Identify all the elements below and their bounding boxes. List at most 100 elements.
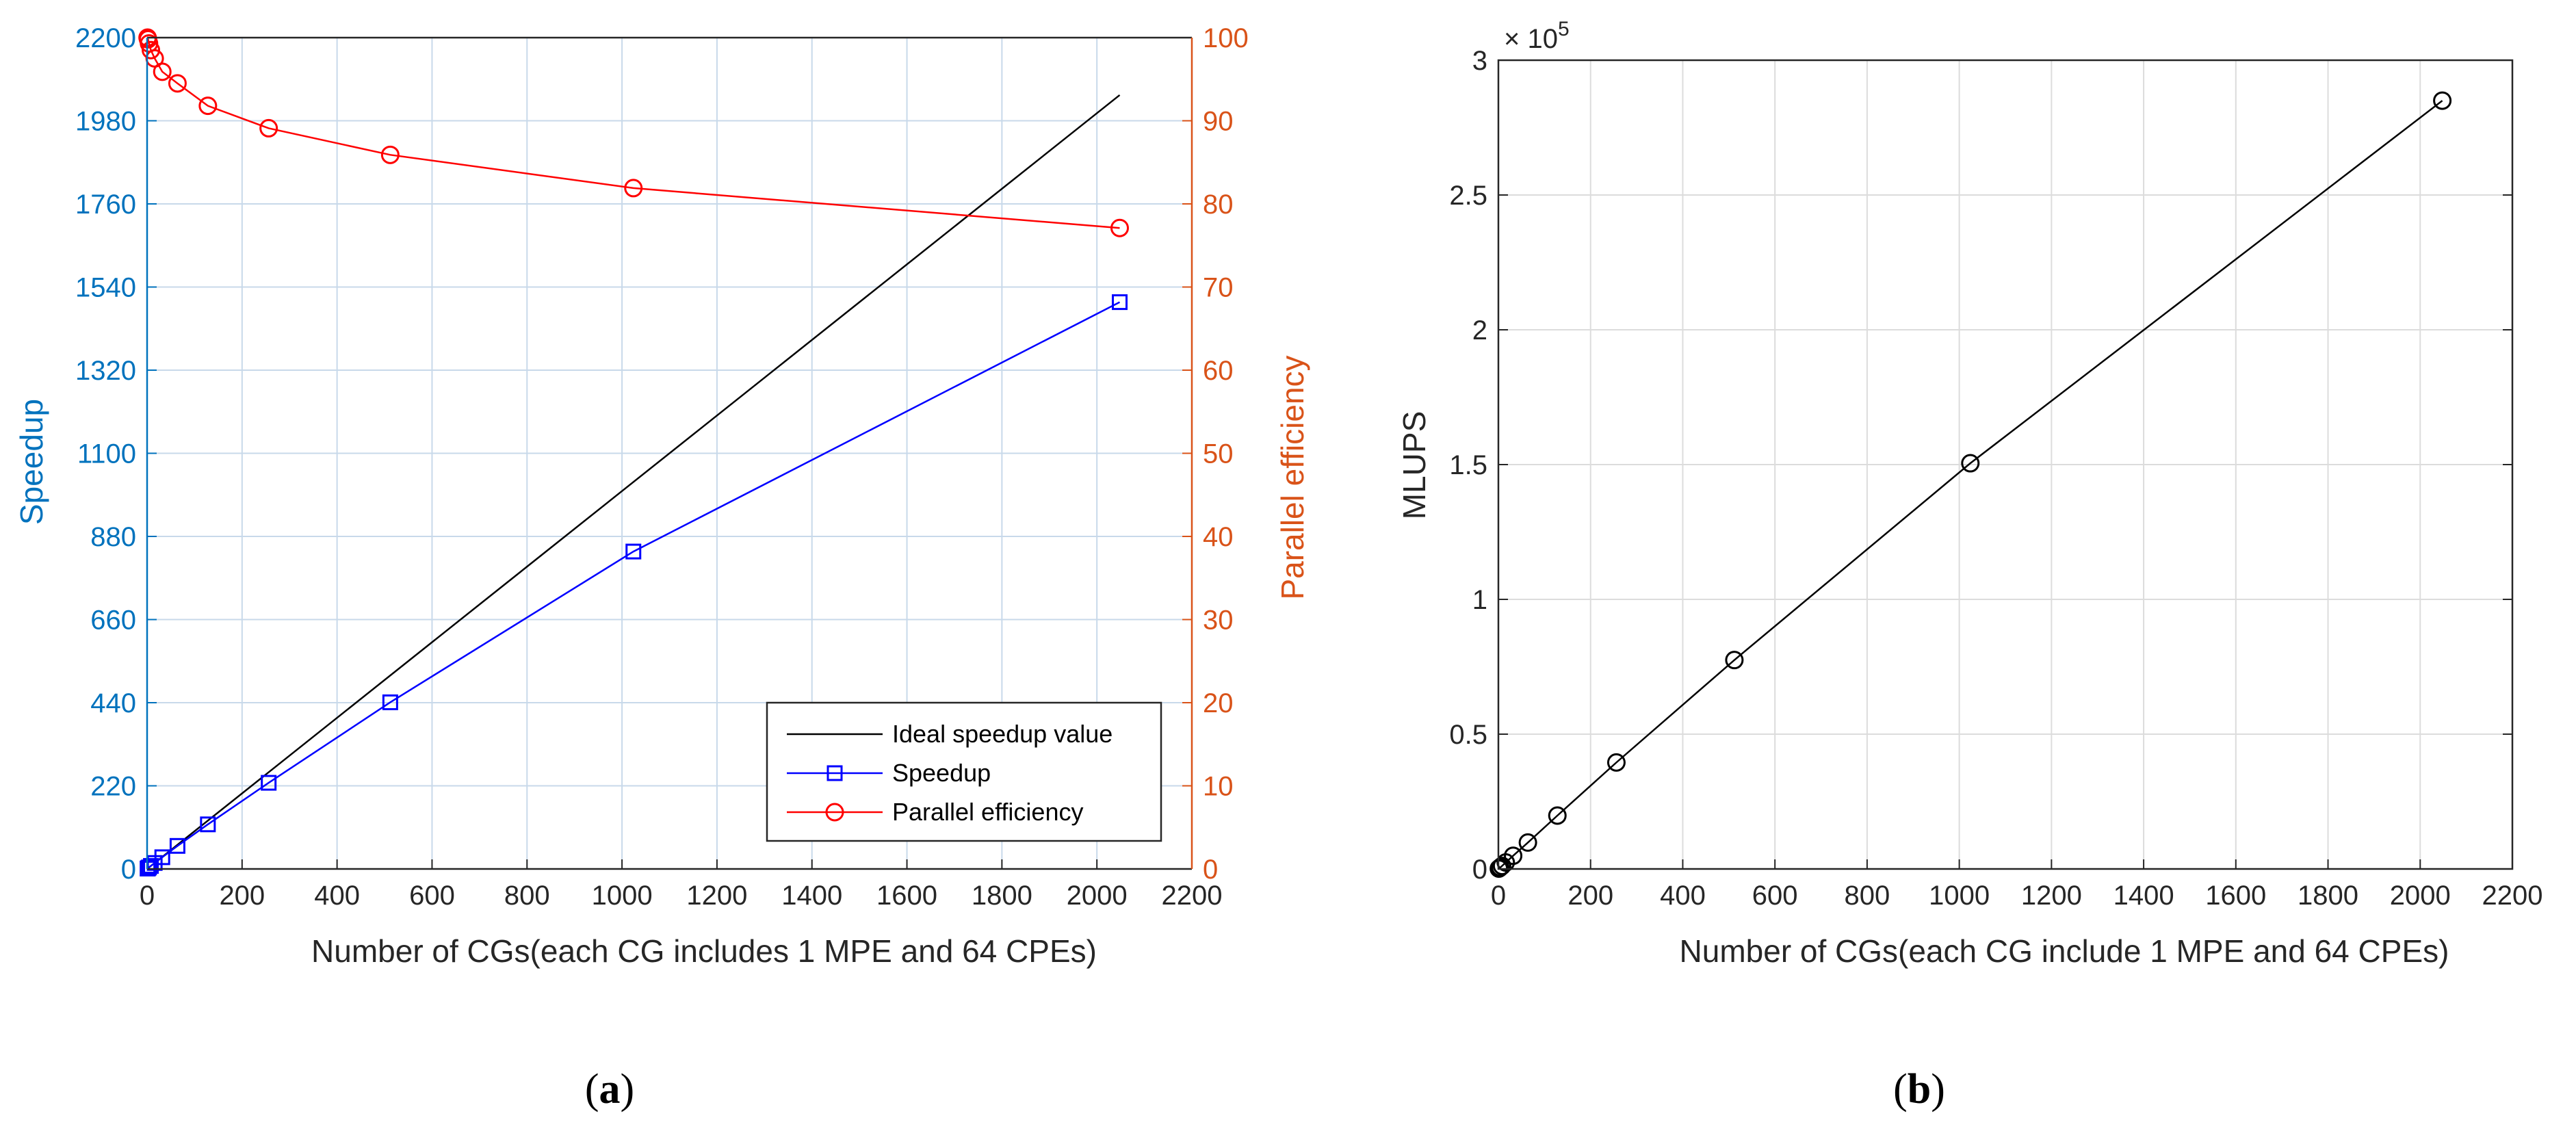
panel-a-chart: 0 200 400 600 800 1000 1200 1400 1600 1800 2000 220… <box>14 23 1310 1113</box>
x-tick-label: 1800 <box>972 881 1032 911</box>
speedup-point <box>382 694 398 710</box>
parallel-efficiency-point <box>624 179 643 198</box>
x-tick-label: 1800 <box>2298 881 2358 911</box>
panel-b-y-axis-label: MLUPS <box>1396 411 1432 519</box>
y-tick-label: 440 <box>90 688 136 718</box>
x-tick-label: 2000 <box>1067 881 1128 911</box>
y-tick-label: 0 <box>121 855 136 885</box>
panel-a-caption-open: ( <box>585 1066 599 1113</box>
y-tick-label: 2200 <box>75 23 136 53</box>
x-tick-label: 0 <box>140 881 155 911</box>
legend-label-parallel-efficiency: Parallel efficiency <box>892 798 1083 826</box>
y-tick-label: 660 <box>90 606 136 636</box>
panel-b-y-exponent: × 105 <box>1504 18 1570 54</box>
x-tick-label: 1200 <box>2021 881 2082 911</box>
x-tick-label: 1200 <box>686 881 747 911</box>
right-axis-tick-label: 80 <box>1203 190 1234 220</box>
x-tick-label: 1000 <box>592 881 653 911</box>
right-axis-tick-label: 0 <box>1203 855 1218 885</box>
right-axis-tick-label: 20 <box>1203 688 1234 718</box>
x-tick-label: 200 <box>1567 881 1613 911</box>
x-tick-label: 2200 <box>2482 881 2543 911</box>
panel-a-y-axis-label: Speedup <box>14 399 49 525</box>
parallel-efficiency-point <box>380 145 400 164</box>
panel-a-x-axis-label: Number of CGs(each CG includes 1 MPE and… <box>311 933 1097 969</box>
right-axis-tick-label: 10 <box>1203 772 1234 802</box>
speedup-point <box>143 858 159 874</box>
mlups-point <box>1492 857 1511 876</box>
legend-marker-speedup <box>827 765 843 781</box>
x-tick-label: 800 <box>504 881 550 911</box>
x-tick-label: 1000 <box>1929 881 1990 911</box>
series-line-ideal-speedup-value <box>146 94 1121 870</box>
panel-b-caption-letter: b <box>1908 1066 1931 1113</box>
parallel-efficiency-point <box>142 40 161 60</box>
y-tick-label: 0 <box>1472 855 1487 885</box>
x-tick-label: 600 <box>1752 881 1798 911</box>
right-axis-tick-label: 40 <box>1203 522 1234 552</box>
y-tick-label: 1980 <box>75 107 136 137</box>
mlups-point <box>1491 858 1510 877</box>
legend-marker-parallel-efficiency <box>825 803 844 822</box>
panel-a-series <box>138 28 1129 876</box>
right-axis-tick-label: 100 <box>1203 23 1249 53</box>
mlups-point <box>1725 651 1744 670</box>
panel-a-legend: Ideal speedup value Speedup Parallel effic… <box>766 701 1162 842</box>
panel-a-caption-close: ) <box>621 1066 635 1113</box>
speedup-point <box>141 859 157 876</box>
panel-b-chart: 0 200 400 600 800 1000 1200 1400 1600 1800 2000 220… <box>1396 18 2542 1113</box>
legend-entries: Ideal speedup value Speedup Parallel effic… <box>787 720 1113 826</box>
panel-b-grid <box>1498 60 2512 869</box>
panel-b-ticks: 0 200 400 600 800 1000 1200 1400 1600 1800 2000 220… <box>1449 46 2542 911</box>
panel-a-ticks: 0 200 400 600 800 1000 1200 1400 1600 1800 2000 220… <box>75 23 1249 911</box>
y-tick-label: 3 <box>1472 46 1487 76</box>
x-tick-label: 1600 <box>2205 881 2266 911</box>
mlups-point <box>1606 753 1626 772</box>
panel-b-y-exponent-base: × 10 <box>1504 24 1558 54</box>
parallel-efficiency-point <box>168 74 187 93</box>
x-tick-label: 2000 <box>2390 881 2451 911</box>
panel-b-axes <box>1497 59 2514 870</box>
mlups-point <box>1548 806 1567 825</box>
y-tick-label: 1 <box>1472 585 1487 615</box>
right-axis-tick-label: 50 <box>1203 439 1234 469</box>
mlups-point <box>1961 454 1980 473</box>
legend-label-speedup: Speedup <box>892 759 991 787</box>
y-tick-label: 1320 <box>75 356 136 386</box>
panel-b-x-axis-label: Number of CGs(each CG include 1 MPE and … <box>1680 933 2449 969</box>
x-tick-label: 400 <box>1660 881 1706 911</box>
x-tick-label: 1400 <box>2113 881 2174 911</box>
x-tick-label: 600 <box>409 881 455 911</box>
mlups-point <box>1504 846 1523 866</box>
y-tick-label: 2 <box>1472 315 1487 346</box>
x-tick-label: 800 <box>1845 881 1890 911</box>
legend-box <box>766 701 1162 842</box>
parallel-efficiency-point <box>259 118 278 138</box>
panel-b-caption-close: ) <box>1931 1066 1945 1113</box>
x-tick-label: 1600 <box>876 881 937 911</box>
speedup-point <box>1111 294 1128 311</box>
y-tick-label: 1100 <box>77 439 136 469</box>
panel-b-caption: (b) <box>1893 1066 1945 1113</box>
y-tick-label: 1.5 <box>1449 450 1487 480</box>
y-tick-label: 0.5 <box>1449 720 1487 750</box>
x-tick-label: 1400 <box>781 881 842 911</box>
x-tick-label: 0 <box>1491 881 1506 911</box>
y-tick-label: 2.5 <box>1449 181 1487 211</box>
mlups-point <box>1518 833 1537 852</box>
speedup-point <box>200 816 216 833</box>
panel-b-caption-open: ( <box>1893 1066 1908 1113</box>
panel-a-caption-letter: a <box>599 1066 621 1113</box>
speedup-point <box>625 543 642 560</box>
x-tick-label: 2200 <box>1162 881 1223 911</box>
panel-a-axes <box>146 36 1193 870</box>
speedup-point <box>261 775 277 791</box>
panel-b-y-exponent-power: 5 <box>1558 18 1570 40</box>
y-tick-label: 880 <box>90 522 136 552</box>
y-tick-label: 1760 <box>75 190 136 220</box>
right-axis-tick-label: 70 <box>1203 273 1234 303</box>
panel-b-series <box>1489 91 2452 878</box>
right-axis-tick-label: 30 <box>1203 606 1234 636</box>
